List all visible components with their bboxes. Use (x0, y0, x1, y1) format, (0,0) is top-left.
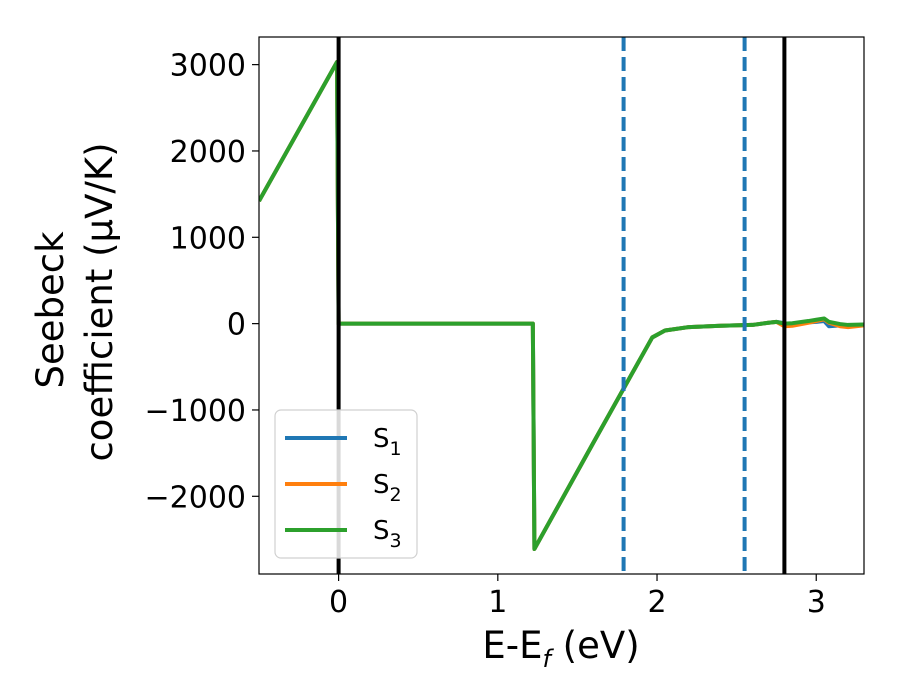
y-tick-label: −1000 (145, 394, 246, 429)
y-tick-label: 2000 (170, 135, 246, 170)
y-axis-label-line1: Seebeck (29, 231, 72, 389)
y-tick-label: 1000 (170, 221, 246, 256)
y-tick-label: −2000 (145, 480, 246, 515)
plot-content (259, 37, 864, 574)
x-tick-label: 0 (329, 585, 348, 620)
legend-label-S1: S1 (373, 424, 402, 460)
axes: 0 1 2 3 −2000 −1000 0 1000 2000 3000 (145, 36, 865, 620)
series-line-S3 (259, 60, 864, 551)
plot-frame (258, 36, 865, 575)
axis-labels: E-Ef (eV) Seebeck coefficient (μV/K) (29, 142, 640, 673)
x-tick-label: 1 (488, 585, 507, 620)
x-axis-label: E-Ef (eV) (482, 624, 639, 673)
legend-label-S2: S2 (373, 470, 402, 506)
y-axis-label-line2: coefficient (μV/K) (78, 142, 121, 461)
x-tick-label: 2 (647, 585, 666, 620)
legend: S1 S2 S3 (274, 409, 418, 559)
legend-label-S3: S3 (373, 516, 402, 552)
y-tick-label: 0 (227, 308, 246, 343)
x-tick-label: 3 (807, 585, 826, 620)
y-tick-label: 3000 (170, 49, 246, 84)
plot-area (259, 37, 864, 574)
